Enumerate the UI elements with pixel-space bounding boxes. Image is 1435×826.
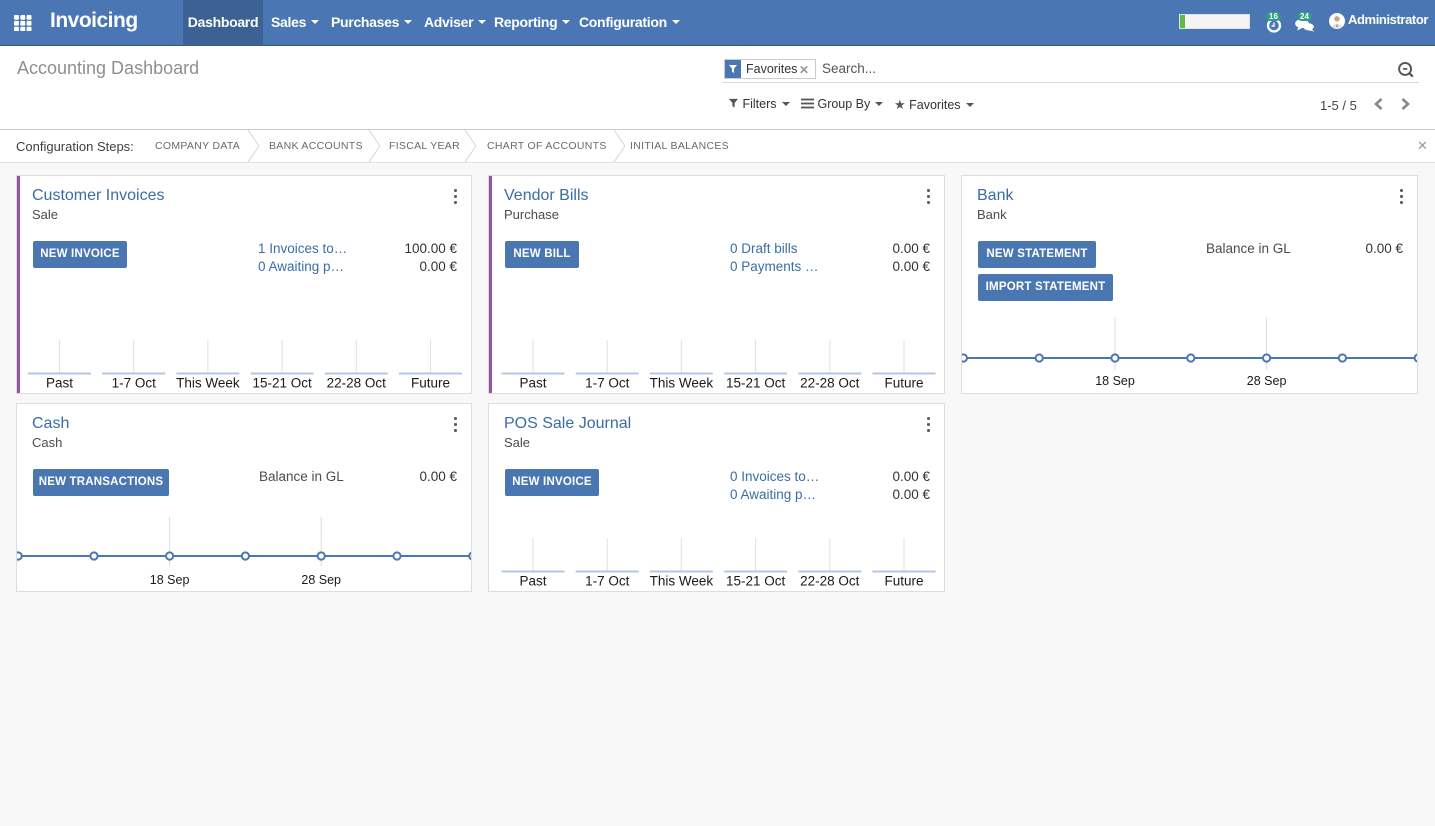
svg-text:This Week: This Week — [650, 574, 714, 589]
svg-text:15-21 Oct: 15-21 Oct — [726, 574, 786, 589]
svg-text:1-7 Oct: 1-7 Oct — [585, 376, 630, 391]
svg-text:Future: Future — [411, 376, 450, 391]
svg-text:18 Sep: 18 Sep — [1095, 374, 1135, 388]
svg-text:22-28 Oct: 22-28 Oct — [800, 574, 860, 589]
svg-text:Past: Past — [519, 574, 546, 589]
svg-text:15-21 Oct: 15-21 Oct — [726, 376, 786, 391]
svg-text:Future: Future — [884, 574, 923, 589]
svg-text:15-21 Oct: 15-21 Oct — [252, 376, 312, 391]
svg-text:Past: Past — [46, 376, 73, 391]
svg-text:1-7 Oct: 1-7 Oct — [585, 574, 630, 589]
svg-text:18 Sep: 18 Sep — [150, 573, 190, 587]
svg-text:28 Sep: 28 Sep — [301, 573, 341, 587]
svg-text:Past: Past — [519, 376, 546, 391]
svg-text:22-28 Oct: 22-28 Oct — [327, 376, 387, 391]
svg-text:22-28 Oct: 22-28 Oct — [800, 376, 860, 391]
svg-text:28 Sep: 28 Sep — [1247, 374, 1287, 388]
svg-text:1-7 Oct: 1-7 Oct — [112, 376, 157, 391]
svg-text:Future: Future — [884, 376, 923, 391]
svg-text:This Week: This Week — [176, 376, 240, 391]
svg-text:This Week: This Week — [650, 376, 714, 391]
